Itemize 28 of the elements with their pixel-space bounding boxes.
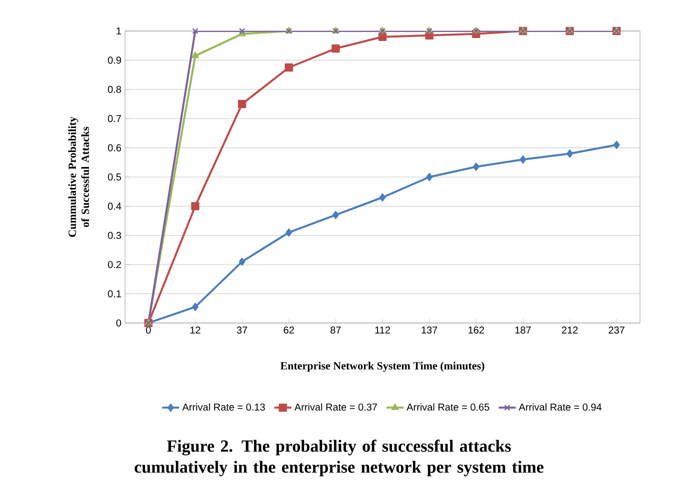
y-tick-label: 0.1 bbox=[108, 290, 121, 298]
x-tick-label: 162 bbox=[468, 326, 484, 334]
x-tick-label: 212 bbox=[562, 326, 578, 334]
x-tick-label: 187 bbox=[515, 326, 531, 334]
x-tick-label: 37 bbox=[236, 326, 248, 334]
x-tick-label: 12 bbox=[190, 326, 200, 334]
legend-label: Arrival Rate = 0.37 bbox=[294, 403, 377, 411]
y-tick-label: 0.7 bbox=[108, 115, 121, 122]
legend-label: Arrival Rate = 0.65 bbox=[406, 403, 490, 411]
y-tick-label: 1 bbox=[116, 28, 121, 34]
x-tick-label: 62 bbox=[284, 326, 294, 334]
legend-label: Arrival Rate = 0.94 bbox=[518, 403, 602, 411]
legend-label: Arrival Rate = 0.13 bbox=[182, 403, 265, 411]
y-tick-label: 0.8 bbox=[108, 86, 122, 93]
caption: Figure 2. The probability of successful attacks cumulatively in the enterprise network per system time bbox=[134, 440, 544, 476]
x-tick-label: 112 bbox=[375, 326, 390, 334]
y-axis-title: Cummulative Probability of Successful Attacks bbox=[68, 116, 90, 237]
y-tick-label: 0 bbox=[116, 319, 122, 327]
x-axis-title: Enterprise Network System Time (minutes) bbox=[280, 362, 484, 372]
y-tick-label: 0.6 bbox=[108, 144, 122, 152]
x-tick-label: 87 bbox=[330, 326, 341, 334]
y-tick-label: 0.5 bbox=[108, 173, 122, 181]
y-tick-label: 0.4 bbox=[108, 202, 122, 210]
x-tick-label: 237 bbox=[608, 326, 624, 334]
y-tick-label: 0.2 bbox=[108, 261, 121, 268]
y-tick-label: 0.9 bbox=[108, 56, 122, 64]
x-tick-label: 137 bbox=[422, 326, 438, 334]
y-tick-label: 0.3 bbox=[108, 232, 122, 239]
